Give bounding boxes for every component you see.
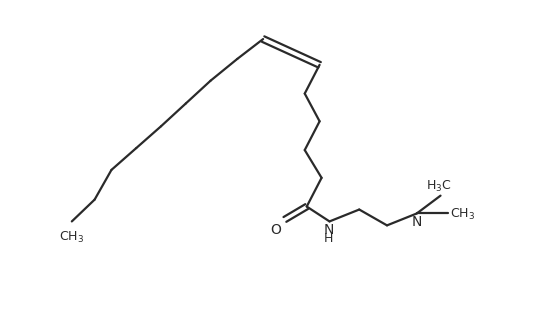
- Text: H: H: [324, 232, 333, 245]
- Text: O: O: [271, 223, 282, 237]
- Text: CH$_3$: CH$_3$: [59, 230, 84, 245]
- Text: N: N: [323, 223, 334, 237]
- Text: CH$_3$: CH$_3$: [450, 207, 476, 222]
- Text: N: N: [411, 215, 422, 229]
- Text: H$_3$C: H$_3$C: [426, 179, 452, 194]
